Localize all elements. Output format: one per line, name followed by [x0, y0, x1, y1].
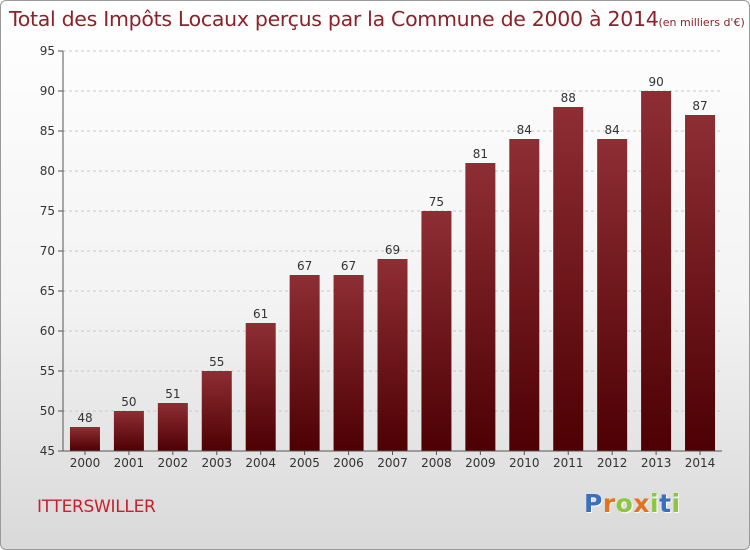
- y-tick-label: 45: [40, 444, 55, 458]
- x-tick-label: 2003: [201, 456, 232, 470]
- axes: 45 50 55 60 65 70 75 80 85 90 95 2000 2001 2002 2003 20…: [40, 44, 722, 470]
- chart-title-main: Total des Impôts Locaux perçus par la Co…: [9, 7, 659, 31]
- value-label: 81: [473, 147, 488, 161]
- bar-2001: [113, 411, 144, 451]
- y-tick-label: 55: [40, 364, 55, 378]
- value-label: 84: [605, 123, 620, 137]
- bar-2008: [421, 211, 452, 451]
- value-label: 50: [121, 395, 136, 409]
- value-label: 48: [77, 411, 92, 425]
- logo-letter: o: [615, 489, 634, 518]
- commune-name: ITTERSWILLER: [37, 497, 156, 517]
- bar-2010: [509, 139, 540, 451]
- y-tick-label: 50: [40, 404, 55, 418]
- logo-letter: t: [659, 489, 672, 518]
- bars: 48 50 51 55 61 67 67 69 75 81 84 88 84 90 87: [69, 75, 716, 451]
- proxiti-logo: Proxiti: [584, 489, 681, 518]
- x-tick-label: 2007: [377, 456, 408, 470]
- x-tick-label: 2012: [597, 456, 628, 470]
- x-tick-label: 2011: [553, 456, 584, 470]
- y-tick-label: 90: [40, 84, 55, 98]
- logo-letter: i: [671, 489, 681, 518]
- chart-title: Total des Impôts Locaux perçus par la Co…: [9, 7, 745, 31]
- value-label: 75: [429, 195, 444, 209]
- bar-2003: [201, 371, 232, 451]
- bar-2006: [333, 275, 364, 451]
- logo-letter: r: [602, 489, 616, 518]
- y-tick-label: 95: [40, 44, 55, 58]
- x-tick-label: 2005: [289, 456, 320, 470]
- y-tick-label: 70: [40, 244, 55, 258]
- value-label: 67: [297, 259, 312, 273]
- x-tick-label: 2014: [685, 456, 716, 470]
- bar-2012: [597, 139, 628, 451]
- value-label: 61: [253, 307, 268, 321]
- bar-2000: [69, 427, 100, 451]
- bar-2007: [377, 259, 408, 451]
- logo-letter: i: [650, 489, 660, 518]
- y-tick-label: 65: [40, 284, 55, 298]
- bar-2005: [289, 275, 320, 451]
- x-tick-label: 2002: [158, 456, 189, 470]
- x-tick-label: 2000: [70, 456, 101, 470]
- bar-2002: [157, 403, 188, 451]
- x-tick-label: 2010: [509, 456, 540, 470]
- value-label: 87: [692, 99, 707, 113]
- value-label: 88: [561, 91, 576, 105]
- value-label: 51: [165, 387, 180, 401]
- x-tick-label: 2009: [465, 456, 496, 470]
- value-label: 69: [385, 243, 400, 257]
- bar-2013: [641, 91, 672, 451]
- value-label: 84: [517, 123, 532, 137]
- logo-letter: P: [584, 489, 603, 518]
- x-tick-label: 2006: [333, 456, 364, 470]
- value-label: 67: [341, 259, 356, 273]
- logo-letter: x: [633, 489, 650, 518]
- y-tick-label: 85: [40, 124, 55, 138]
- y-tick-label: 75: [40, 204, 55, 218]
- x-tick-label: 2008: [421, 456, 452, 470]
- bar-2009: [465, 163, 496, 451]
- y-tick-label: 60: [40, 324, 55, 338]
- bar-2011: [553, 107, 584, 451]
- x-tick-label: 2001: [114, 456, 145, 470]
- value-label: 55: [209, 355, 224, 369]
- value-label: 90: [648, 75, 663, 89]
- y-tick-label: 80: [40, 164, 55, 178]
- chart-title-unit: (en milliers d'€): [658, 16, 745, 29]
- bar-2014: [685, 115, 716, 451]
- x-tick-label: 2004: [245, 456, 276, 470]
- bar-2004: [245, 323, 276, 451]
- x-tick-label: 2013: [641, 456, 672, 470]
